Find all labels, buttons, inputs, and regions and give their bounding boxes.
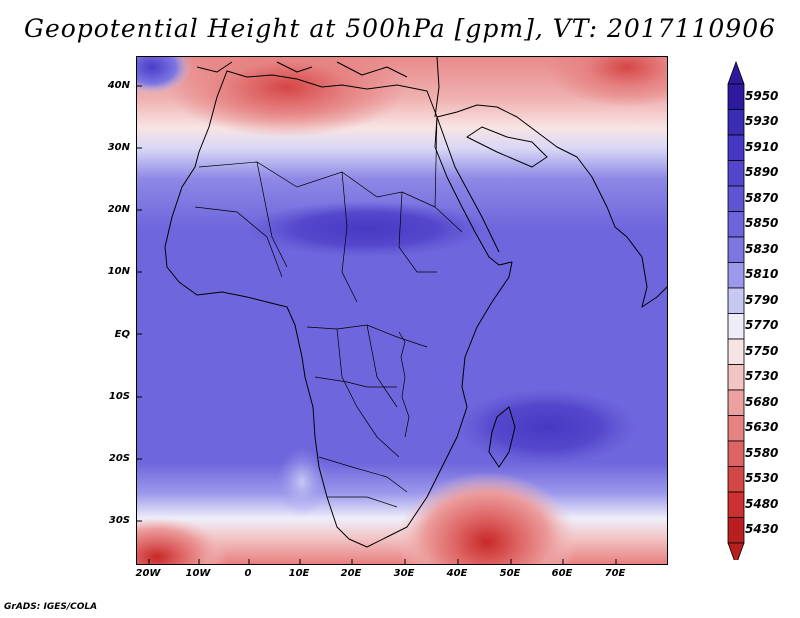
- colorbar-top-arrow: [727, 60, 745, 85]
- colorbar-label: 5480: [745, 496, 779, 511]
- colorbar-cell: [727, 134, 745, 161]
- low-pressure-asia: [547, 57, 667, 107]
- lat-label-40n: 40N: [107, 80, 130, 91]
- colorbar-cell: [727, 491, 745, 518]
- high-indian-ocean: [457, 389, 637, 465]
- great-lakes: [398, 331, 410, 438]
- lat-label-10s: 10S: [108, 391, 130, 402]
- field-background: [137, 57, 667, 564]
- colorbar-label: 5750: [745, 343, 779, 358]
- persian-gulf: [466, 126, 548, 168]
- red-sea: [436, 116, 500, 253]
- colorbar-label: 5730: [745, 369, 779, 384]
- colorbar-cell: [727, 83, 745, 110]
- colorbar-cell: [727, 466, 745, 493]
- lon-label-10w: 10W: [185, 568, 211, 579]
- lon-label-20w: 20W: [135, 568, 161, 579]
- colorbar-cell: [727, 313, 745, 340]
- lon-label-0: 0: [244, 568, 252, 579]
- colorbar-cell: [727, 211, 745, 238]
- colorbar-cell: [727, 160, 745, 187]
- colorbar-cell: [727, 517, 745, 544]
- low-pressure-southwest: [137, 517, 227, 564]
- colorbar-label: 5530: [745, 471, 779, 486]
- light-spot-atlantic: [277, 447, 327, 517]
- high-sahel: [247, 201, 487, 257]
- colorbar-cell: [727, 415, 745, 442]
- colorbar-label: 5680: [745, 394, 779, 409]
- colorbar-cell: [727, 109, 745, 136]
- map-ticks: [137, 85, 617, 564]
- colorbar: [727, 60, 745, 560]
- colorbar-label: 5870: [745, 190, 779, 205]
- colorbar-label: 5890: [745, 165, 779, 180]
- colorbar-label: 5950: [745, 88, 779, 103]
- colorbar-label: 5430: [745, 522, 779, 537]
- colorbar-label: 5630: [745, 420, 779, 435]
- colorbar-label: 5580: [745, 445, 779, 460]
- map-frame: [136, 56, 668, 565]
- lat-label-20s: 20S: [108, 453, 130, 464]
- colorbar-cell: [727, 440, 745, 467]
- colorbar-cell: [727, 236, 745, 263]
- lon-label-40e: 40E: [446, 568, 468, 579]
- colorbar-label: 5850: [745, 216, 779, 231]
- credit-text: GrADS: IGES/COLA: [4, 602, 98, 612]
- colorbar-label: 5930: [745, 114, 779, 129]
- colorbar-cell: [727, 287, 745, 314]
- lon-label-30e: 30E: [393, 568, 415, 579]
- asia-coastline: [436, 104, 667, 308]
- mediterranean-east: [434, 57, 440, 118]
- lat-label-30n: 30N: [107, 142, 130, 153]
- low-pressure-south: [397, 472, 577, 564]
- lat-label-10n: 10N: [107, 266, 130, 277]
- colorbar-label: 5790: [745, 292, 779, 307]
- chart-title: Geopotential Height at 500hPa [gpm], VT:…: [23, 14, 777, 43]
- lon-label-20e: 20E: [340, 568, 362, 579]
- colorbar-cells: [727, 60, 745, 560]
- country-borders: [194, 116, 463, 508]
- africa-coastline: [164, 70, 513, 548]
- madagascar: [488, 406, 516, 468]
- border-lines: [194, 116, 463, 508]
- colorbar-label: 5810: [745, 267, 779, 282]
- colorbar-label: 5910: [745, 139, 779, 154]
- lon-label-10e: 10E: [288, 568, 310, 579]
- coastlines: [164, 57, 667, 548]
- lon-label-70e: 70E: [604, 568, 626, 579]
- map-plot: [137, 57, 667, 564]
- lat-label-eq: EQ: [114, 329, 130, 340]
- lat-label-30s: 30S: [108, 515, 130, 526]
- lon-label-50e: 50E: [499, 568, 521, 579]
- colorbar-cell: [727, 185, 745, 212]
- lon-label-60e: 60E: [551, 568, 573, 579]
- colorbar-cell: [727, 389, 745, 416]
- colorbar-label: 5830: [745, 241, 779, 256]
- lat-label-20n: 20N: [107, 204, 130, 215]
- europe-coastline: [196, 61, 408, 78]
- low-pressure-europe: [167, 57, 407, 137]
- colorbar-bottom-arrow: [727, 542, 745, 560]
- colorbar-cell: [727, 262, 745, 289]
- colorbar-cell: [727, 338, 745, 365]
- high-corner-nw: [137, 57, 192, 95]
- colorbar-label: 5770: [745, 318, 779, 333]
- colorbar-cell: [727, 364, 745, 391]
